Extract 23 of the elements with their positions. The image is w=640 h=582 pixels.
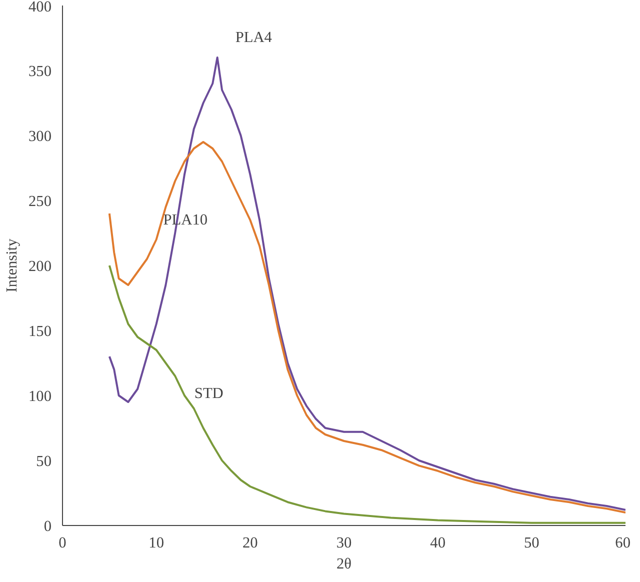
series-label: PLA4 bbox=[235, 29, 272, 46]
x-tick-label: 30 bbox=[336, 534, 352, 552]
x-tick-label: 10 bbox=[148, 534, 164, 552]
x-tick-label: 60 bbox=[615, 534, 631, 552]
y-tick-label: 350 bbox=[28, 63, 52, 80]
y-tick-label: 200 bbox=[28, 258, 52, 275]
line-series bbox=[108, 56, 626, 511]
y-tick-label: 150 bbox=[28, 323, 52, 340]
y-tick-label: 100 bbox=[28, 388, 52, 405]
x-axis-title: 2θ bbox=[336, 556, 352, 572]
x-tick-label: 40 bbox=[430, 534, 446, 552]
line-series bbox=[108, 141, 626, 514]
line-series bbox=[108, 264, 626, 524]
series-label: STD bbox=[194, 385, 224, 402]
x-tick-label: 0 bbox=[58, 534, 67, 552]
y-tick-label: 300 bbox=[28, 128, 52, 145]
x-tick-label: 20 bbox=[242, 534, 258, 552]
x-tick-label: 50 bbox=[524, 534, 540, 552]
y-tick-label: 0 bbox=[44, 518, 52, 535]
y-tick-label: 400 bbox=[28, 0, 52, 16]
y-tick-label: 250 bbox=[28, 193, 52, 210]
y-tick-label: 50 bbox=[36, 453, 52, 470]
y-axis-title: Intensity bbox=[4, 238, 21, 292]
